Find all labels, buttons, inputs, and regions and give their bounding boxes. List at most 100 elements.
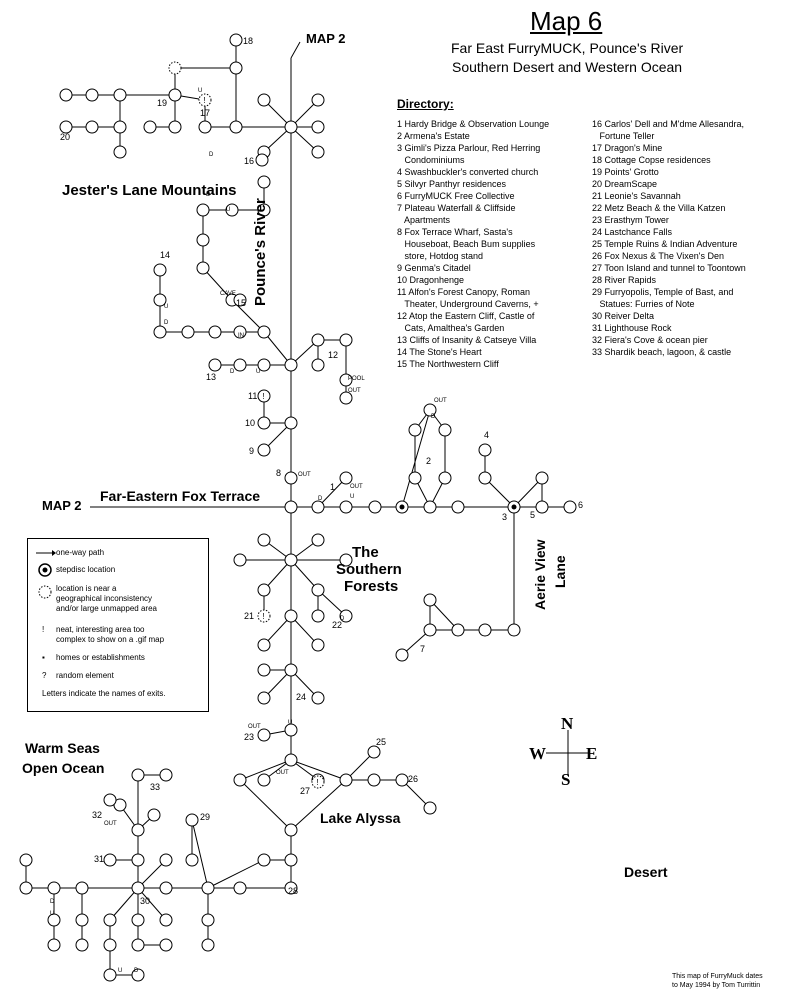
map-location-node[interactable]: [451, 500, 465, 514]
map-location-node[interactable]: [131, 968, 145, 982]
map-location-node[interactable]: [225, 203, 239, 217]
map-location-node[interactable]: [233, 553, 247, 567]
map-location-node[interactable]: [423, 801, 437, 815]
map-location-node[interactable]: [284, 853, 298, 867]
map-location-node[interactable]: [423, 593, 437, 607]
map-location-node[interactable]: [153, 293, 167, 307]
map-location-node[interactable]: [168, 61, 182, 75]
map-location-node[interactable]: [339, 553, 353, 567]
map-location-node[interactable]: [229, 61, 243, 75]
map-location-node[interactable]: [478, 443, 492, 457]
map-location-node[interactable]: [367, 745, 381, 759]
map2-link-west[interactable]: MAP 2: [42, 498, 82, 513]
map-location-node[interactable]: [257, 609, 271, 623]
map-location-node[interactable]: [257, 358, 271, 372]
map-location-node[interactable]: [284, 120, 298, 134]
map-location-node[interactable]: [257, 203, 271, 217]
map-location-node[interactable]: [196, 203, 210, 217]
map-location-node[interactable]: [311, 120, 325, 134]
map-location-node[interactable]: [131, 938, 145, 952]
map-location-node[interactable]: [451, 623, 465, 637]
map-location-node[interactable]: [131, 853, 145, 867]
map-location-node[interactable]: [438, 423, 452, 437]
map-location-node[interactable]: [257, 853, 271, 867]
map-location-node[interactable]: [85, 88, 99, 102]
map-location-node[interactable]: [59, 120, 73, 134]
map-location-node[interactable]: [103, 968, 117, 982]
map-location-node[interactable]: [131, 913, 145, 927]
map-location-node[interactable]: [535, 500, 549, 514]
map-location-node[interactable]: [284, 723, 298, 737]
map-location-node[interactable]: [229, 120, 243, 134]
map-location-node[interactable]: [368, 500, 382, 514]
map-location-node[interactable]: [168, 88, 182, 102]
map-location-node[interactable]: [159, 768, 173, 782]
map-location-node[interactable]: [478, 623, 492, 637]
map-location-node[interactable]: [198, 120, 212, 134]
map-location-node[interactable]: [59, 88, 73, 102]
map-location-node[interactable]: [131, 881, 145, 895]
map-location-node[interactable]: [233, 293, 247, 307]
map-location-node[interactable]: [339, 471, 353, 485]
map-location-node[interactable]: [103, 853, 117, 867]
map-location-node[interactable]: [257, 533, 271, 547]
map-location-node[interactable]: [75, 913, 89, 927]
map-location-node[interactable]: [168, 120, 182, 134]
map-location-node[interactable]: [563, 500, 577, 514]
map-location-node[interactable]: [47, 913, 61, 927]
map-location-node[interactable]: [233, 358, 247, 372]
map-location-node[interactable]: [75, 881, 89, 895]
map-location-node[interactable]: [47, 881, 61, 895]
map-location-node[interactable]: [284, 358, 298, 372]
map-location-node[interactable]: [367, 773, 381, 787]
map-location-node[interactable]: [201, 913, 215, 927]
map-location-node[interactable]: [395, 648, 409, 662]
map-location-node[interactable]: [339, 500, 353, 514]
map-location-node[interactable]: [257, 389, 271, 403]
map-location-node[interactable]: [339, 773, 353, 787]
map-location-node[interactable]: [257, 773, 271, 787]
map-location-node[interactable]: [147, 808, 161, 822]
map-location-node[interactable]: [423, 500, 437, 514]
map-location-node[interactable]: [131, 768, 145, 782]
map-location-node[interactable]: [311, 333, 325, 347]
map-location-node[interactable]: [208, 358, 222, 372]
map-location-node[interactable]: [257, 691, 271, 705]
map-location-node[interactable]: [478, 471, 492, 485]
map-location-node[interactable]: [408, 423, 422, 437]
map-location-node[interactable]: [284, 823, 298, 837]
map-location-node[interactable]: [185, 853, 199, 867]
map-location-node[interactable]: [19, 853, 33, 867]
map-location-node[interactable]: [229, 33, 243, 47]
map2-link-north[interactable]: MAP 2: [306, 31, 346, 46]
map-location-node[interactable]: [423, 403, 437, 417]
map-location-node[interactable]: [159, 853, 173, 867]
map-location-node[interactable]: [257, 175, 271, 189]
map-location-node[interactable]: [257, 93, 271, 107]
map-location-node[interactable]: [284, 553, 298, 567]
map-location-node[interactable]: [103, 913, 117, 927]
map-location-node[interactable]: [257, 325, 271, 339]
map-location-node[interactable]: [196, 233, 210, 247]
map-location-node[interactable]: [311, 609, 325, 623]
map-location-node[interactable]: [233, 325, 247, 339]
map-location-node[interactable]: [408, 471, 422, 485]
map-location-node[interactable]: [535, 471, 549, 485]
map-location-node[interactable]: [153, 325, 167, 339]
map-location-node[interactable]: [284, 663, 298, 677]
map-location-node[interactable]: [257, 663, 271, 677]
map-location-node[interactable]: [311, 691, 325, 705]
map-location-node[interactable]: [311, 145, 325, 159]
map-location-node[interactable]: [395, 773, 409, 787]
map-location-node[interactable]: [201, 938, 215, 952]
map-location-node[interactable]: [311, 358, 325, 372]
map-location-node[interactable]: [196, 261, 210, 275]
map-location-node[interactable]: [257, 728, 271, 742]
map-location-node[interactable]: [311, 500, 325, 514]
map-location-node[interactable]: [113, 88, 127, 102]
map-location-node[interactable]: [233, 881, 247, 895]
map-location-node[interactable]: [103, 938, 117, 952]
map-location-node[interactable]: [47, 938, 61, 952]
map-location-node[interactable]: [311, 775, 325, 789]
map-location-node[interactable]: [159, 913, 173, 927]
